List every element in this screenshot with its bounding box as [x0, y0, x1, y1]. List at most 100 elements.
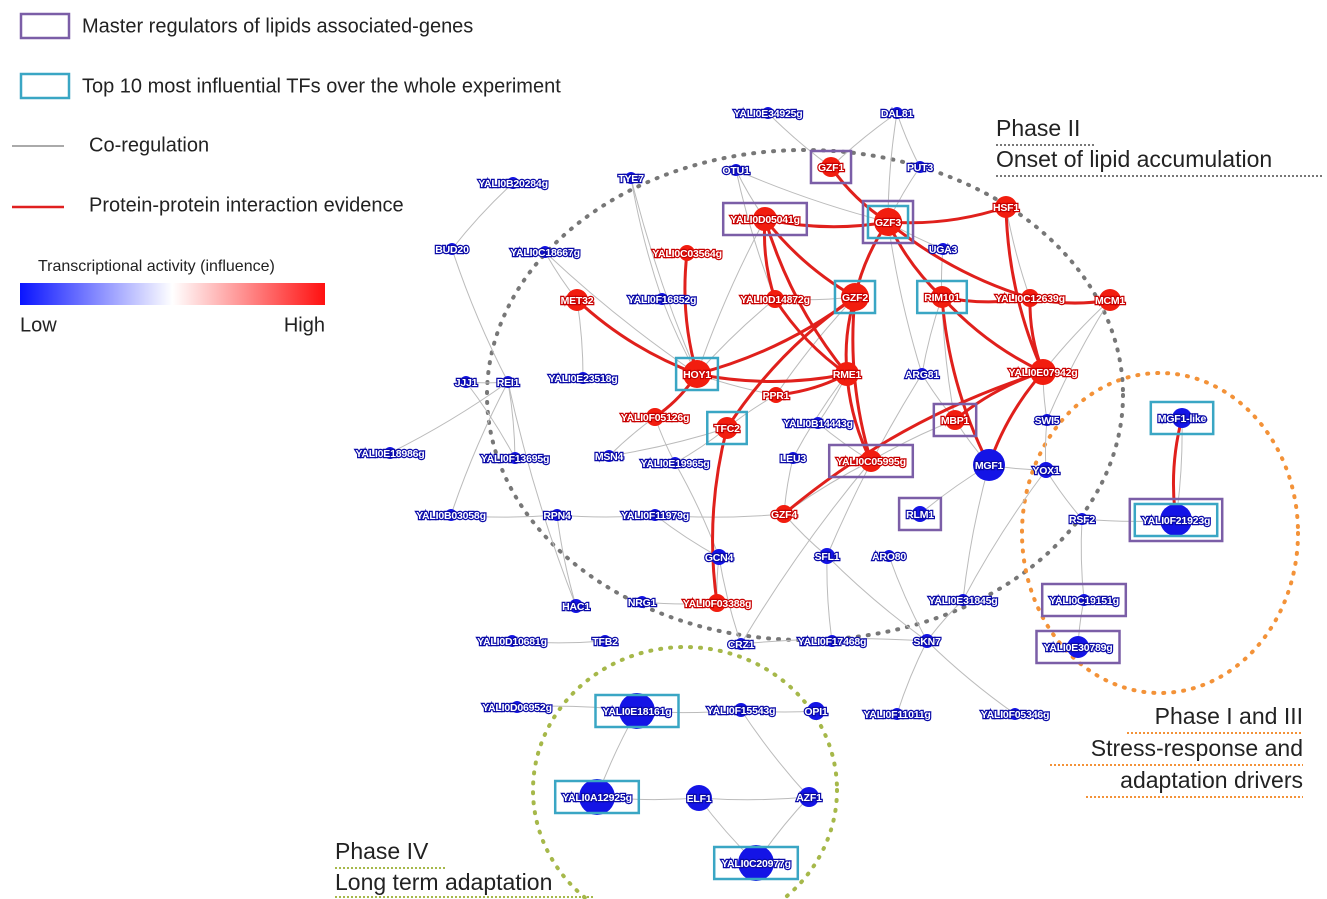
node: LEU3 [779, 452, 808, 466]
node-label: NRG1 [628, 597, 657, 609]
node: GZF3 [861, 199, 915, 245]
legend-label: Co-regulation [89, 134, 209, 156]
node-circle [446, 243, 458, 255]
node-label: YALI0B20284g [478, 178, 548, 190]
node: YALI0F03388g [682, 594, 753, 612]
node-circle [569, 599, 583, 613]
node: YALI0C18667g [509, 246, 581, 260]
node-circle [619, 693, 655, 729]
node-circle [973, 449, 1005, 481]
node-label: HOY1 [683, 369, 711, 381]
node: MBP1 [932, 402, 978, 438]
node-circle [579, 779, 615, 815]
node: YALI0D05041g [721, 201, 809, 237]
node: YALI0E19965g [639, 457, 711, 471]
node-circle [460, 376, 472, 388]
node-label: HSF1 [993, 202, 1019, 214]
node: UGA3 [928, 243, 959, 257]
node: BUD20 [434, 243, 470, 257]
node-label: YALI0E07942g [1008, 367, 1077, 379]
node-label: ELF1 [687, 793, 712, 805]
node: SWI5 [1033, 414, 1061, 428]
node-circle [511, 701, 523, 713]
phase-labels: Phase II Onset of lipid accumulation Pha… [335, 115, 1324, 898]
phase-subtitle: Onset of lipid accumulation [996, 146, 1272, 172]
node: YALI0D14872g [739, 290, 811, 308]
node-label: RLM1 [906, 509, 934, 521]
node-circle [1067, 636, 1089, 658]
node: YALI0C12639g [994, 289, 1066, 307]
node-label: YALI0F17468g [798, 636, 866, 648]
node: ARO80 [871, 550, 908, 564]
node-label: SKN7 [913, 636, 941, 648]
node-circle [753, 207, 777, 231]
node-label: GZF3 [875, 217, 901, 229]
master-regulator-box [897, 496, 943, 532]
phase-title: Phase I and III [1155, 703, 1303, 729]
node-circle [686, 785, 712, 811]
top-influential-box [712, 845, 800, 881]
node-circle [799, 787, 819, 807]
node-circle [787, 452, 799, 464]
node-circle [711, 549, 727, 565]
nodes: YALI0E34925g DAL81 TYE7 OTU1 GZF1 PUT3 YALI0B2… [354, 107, 1224, 881]
co-regulation-edge [698, 796, 810, 801]
top-influential-box [915, 279, 969, 315]
legend-label: Protein-protein interaction evidence [89, 194, 404, 216]
node: YALI0E31845g [927, 594, 999, 608]
node-label: SWI5 [1035, 415, 1060, 427]
node: MGF1-like [1149, 400, 1215, 436]
node-circle [734, 703, 748, 717]
node-circle [775, 505, 793, 523]
co-regulation-edge [962, 464, 990, 601]
node: YALI0F11979g [620, 509, 690, 523]
node-circle [807, 702, 825, 720]
node: YOX1 [1031, 462, 1061, 478]
node-label: REI1 [497, 377, 520, 389]
node-label: YALI0F16852g [628, 294, 696, 306]
ppi-edge [575, 298, 698, 376]
node-circle [384, 447, 396, 459]
node-circle [649, 509, 661, 521]
node-label: RPN4 [543, 510, 571, 522]
node: YALI0E23518g [547, 372, 619, 386]
co-regulation-edge [576, 299, 584, 379]
node: YALI0F05346g [980, 708, 1051, 722]
top-influential-box [833, 279, 877, 315]
node-label: YALI0B14443g [783, 418, 853, 430]
colorbar-low: Low [20, 314, 57, 336]
node-label: MGF1-like [1158, 413, 1207, 425]
ppi-edge [940, 295, 1044, 374]
phase-subtitle: adaptation drivers [1120, 767, 1303, 793]
node: GCN4 [704, 549, 735, 565]
co-regulation-edge [1080, 518, 1085, 601]
master-regulator-box [721, 201, 809, 237]
node: TFC2 [706, 410, 748, 446]
node-label: RIM101 [924, 292, 960, 304]
node: GZF1 [809, 149, 853, 185]
node: YALI0F05126g [620, 408, 691, 426]
node-label: YALI0C12639g [995, 293, 1065, 305]
node-circle [1172, 408, 1192, 428]
node-label: GCN4 [705, 552, 734, 564]
node-label: TFC2 [714, 423, 740, 435]
node-label: YALI0D05041g [730, 214, 800, 226]
node-circle [874, 208, 902, 236]
node-circle [636, 596, 648, 608]
node: YALI0F15543g [706, 703, 777, 718]
ppi-edge [783, 370, 1044, 516]
node: PPR1 [761, 387, 791, 403]
node-label: YALI0E18986g [355, 448, 424, 460]
node: YALI0E18986g [354, 447, 426, 461]
node-label: ARG81 [905, 369, 939, 381]
master-regulator-box [809, 149, 853, 185]
node: SFL1 [813, 548, 841, 564]
node-label: MET32 [561, 295, 594, 307]
node-circle [599, 635, 611, 647]
node-label: YALI0E19965g [640, 458, 709, 470]
node-circle [883, 550, 895, 562]
node-label: YALI0B03058g [416, 510, 486, 522]
node: YALI0B20284g [477, 177, 549, 191]
node: YALI0D06952g [481, 701, 553, 715]
node-circle [812, 417, 824, 429]
